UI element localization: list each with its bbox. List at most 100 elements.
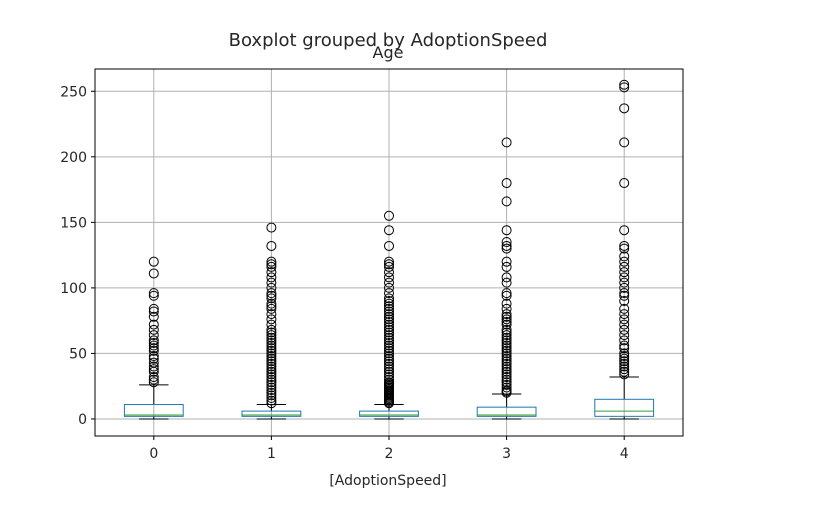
- flier-point: [501, 256, 512, 267]
- y-tick-label: 50: [69, 346, 87, 362]
- flier-point: [384, 316, 394, 327]
- flier-point: [266, 319, 277, 330]
- flier-point: [266, 290, 277, 301]
- flier-point: [384, 366, 394, 377]
- flier-point: [384, 288, 394, 299]
- flier-point: [384, 303, 394, 314]
- flier-point: [384, 272, 394, 283]
- flier-point: [266, 351, 277, 362]
- flier-point: [266, 387, 277, 398]
- flier-point: [384, 267, 394, 278]
- flier-point: [148, 324, 159, 335]
- flier-point: [384, 353, 394, 364]
- flier-point: [148, 337, 159, 348]
- flier-point: [266, 385, 277, 396]
- flier-point: [384, 309, 394, 320]
- flier-point: [501, 364, 512, 375]
- flier-point: [266, 348, 277, 359]
- flier-point: [266, 282, 277, 293]
- flier-point: [501, 288, 512, 299]
- flier-point: [266, 303, 277, 314]
- flier-point: [148, 268, 159, 279]
- flier-point: [501, 337, 512, 348]
- flier-point: [501, 366, 512, 377]
- flier-point: [501, 237, 512, 248]
- flier-point: [266, 267, 277, 278]
- flier-point: [148, 374, 159, 385]
- flier-point: [384, 364, 394, 375]
- flier-point: [619, 243, 630, 254]
- flier-point: [619, 288, 630, 299]
- flier-point: [501, 277, 512, 288]
- flier-point: [148, 351, 159, 362]
- flier-point: [501, 311, 512, 322]
- flier-point: [619, 178, 630, 189]
- flier-point: [266, 377, 277, 388]
- flier-point: [501, 196, 512, 207]
- flier-point: [619, 261, 630, 272]
- flier-point: [619, 348, 630, 359]
- flier-point: [148, 311, 159, 322]
- flier-point: [501, 178, 512, 189]
- flier-point: [384, 306, 394, 317]
- flier-point: [384, 330, 394, 341]
- flier-point: [266, 390, 277, 401]
- flier-point: [501, 379, 512, 390]
- flier-point: [501, 327, 512, 338]
- flier-point: [619, 103, 630, 114]
- flier-point: [384, 361, 394, 372]
- flier-point: [266, 372, 277, 383]
- flier-point: [501, 243, 512, 254]
- flier-point: [384, 335, 394, 346]
- flier-point: [501, 343, 512, 354]
- flier-point: [619, 225, 630, 236]
- flier-point: [501, 372, 512, 383]
- flier-point: [384, 322, 394, 333]
- flier-point: [266, 240, 277, 251]
- flier-point: [266, 374, 277, 385]
- x-tick-label: 2: [385, 446, 394, 462]
- flier-point: [384, 351, 394, 362]
- flier-point: [501, 369, 512, 380]
- flier-point: [619, 282, 630, 293]
- flier-point: [266, 298, 277, 309]
- flier-point: [384, 324, 394, 335]
- flier-point: [501, 385, 512, 396]
- flier-point: [619, 351, 630, 362]
- flier-point: [148, 303, 159, 314]
- flier-point: [619, 343, 630, 354]
- flier-point: [619, 277, 630, 288]
- flier-point: [501, 382, 512, 393]
- flier-point: [266, 395, 277, 406]
- flier-point: [266, 259, 277, 270]
- flier-point: [501, 345, 512, 356]
- flier-point: [619, 358, 630, 369]
- flier-point: [266, 382, 277, 393]
- flier-point: [266, 340, 277, 351]
- flier-point: [501, 261, 512, 272]
- flier-point: [619, 295, 630, 306]
- flier-point: [619, 290, 630, 301]
- flier-point: [148, 330, 159, 341]
- flier-point: [619, 137, 630, 148]
- flier-point: [266, 293, 277, 304]
- flier-point: [501, 335, 512, 346]
- flier-point: [384, 337, 394, 348]
- flier-point: [266, 337, 277, 348]
- flier-point: [619, 272, 630, 283]
- flier-point: [501, 332, 512, 343]
- flier-point: [619, 324, 630, 335]
- tick-layer: 0 50 100 150 200 250 0 1 2 3 4: [60, 84, 628, 462]
- flier-point: [619, 256, 630, 267]
- flier-point: [384, 369, 394, 380]
- flier-point: [148, 288, 159, 299]
- flier-point: [266, 361, 277, 372]
- flier-point: [619, 240, 630, 251]
- flier-point: [148, 290, 159, 301]
- flier-point: [266, 261, 277, 272]
- flier-point: [266, 327, 277, 338]
- flier-point: [619, 319, 630, 330]
- flier-point: [148, 361, 159, 372]
- flier-point: [384, 377, 394, 388]
- flier-point: [501, 324, 512, 335]
